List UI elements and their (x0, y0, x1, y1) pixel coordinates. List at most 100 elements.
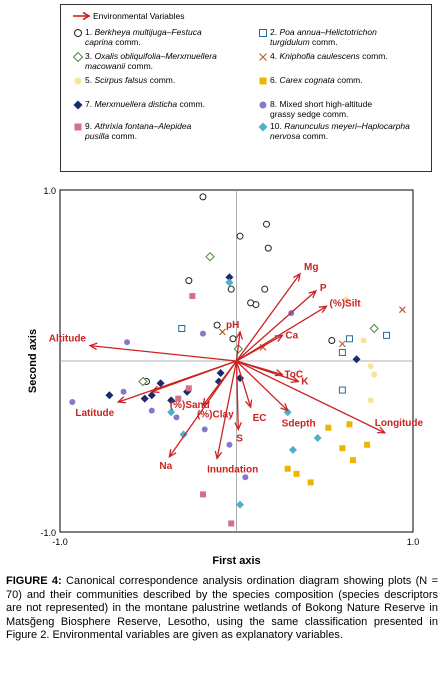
plot-point (236, 500, 245, 509)
legend-item-6: 6. Carex cognata comm. (256, 75, 363, 86)
plot-point (148, 407, 155, 414)
plot-point (338, 386, 346, 394)
plot-point (199, 330, 206, 337)
legend-item-label: 3. Oxalis obliquifolia–Merxmuellera maco… (85, 51, 217, 71)
plot-point (227, 285, 235, 293)
legend-item-10: 10. Ranunculus meyeri–Haplocarpha nervos… (256, 121, 410, 141)
legend-marker-icon (258, 122, 268, 132)
legend-item-label: 9. Athrixia fontana–Alepidea pusilla com… (85, 121, 191, 141)
legend-header: Environmental Variables (71, 11, 185, 21)
legend-item-suffix: comm. (147, 75, 176, 85)
legend-marker-icon (73, 52, 83, 62)
legend-marker-icon (259, 101, 267, 109)
legend-item-number: 8. (270, 99, 280, 109)
plot-point (229, 335, 237, 343)
env-vector (236, 360, 387, 434)
legend-marker (256, 75, 270, 86)
plot-point (199, 491, 206, 498)
env-vector-label: P (320, 283, 327, 294)
legend-item-number: 6. (270, 75, 280, 85)
plot-point (140, 394, 149, 403)
plot-point (349, 457, 356, 464)
legend-item-taxa: Athrixia fontana–Alepidea pusilla (85, 121, 192, 141)
legend-marker-icon (73, 100, 83, 110)
plot-point (105, 391, 114, 400)
plot-point (175, 395, 182, 402)
plot-point (367, 397, 374, 404)
plot-point (167, 396, 176, 405)
plot-point (120, 388, 127, 395)
plot-point (371, 371, 378, 378)
x-tick-label: 1.0 (407, 537, 420, 547)
legend-marker (71, 121, 85, 141)
plot-point (263, 220, 271, 228)
env-vector (168, 360, 238, 459)
env-vector-label: EC (253, 413, 267, 424)
env-vector-label: K (301, 377, 309, 388)
env-vector-label: ToC (284, 370, 303, 381)
env-vector (236, 360, 300, 383)
plot-point (360, 337, 367, 344)
y-tick-label: 1.0 (43, 186, 56, 196)
plot-point (313, 433, 322, 442)
plot-point (185, 277, 193, 285)
y-axis-label: Second axis (27, 329, 39, 393)
legend-item-label: 8. Mixed short high-altitude grassy sedg… (270, 99, 372, 119)
legend-arrow-icon (73, 11, 91, 21)
env-vector (235, 360, 253, 409)
legend-item-5: 5. Scirpus falsus comm. (71, 75, 175, 86)
plot-point (364, 441, 371, 448)
env-vector-label: Sdepth (282, 419, 316, 430)
legend-marker-icon (259, 53, 267, 61)
plot-point (345, 335, 353, 343)
legend-item-suffix: Mixed short high-altitude grassy sedge c… (270, 99, 373, 119)
env-vector (235, 330, 243, 362)
legend-marker-icon (74, 77, 82, 85)
plot-point (338, 348, 346, 356)
plot-point (352, 355, 361, 364)
plot-point (307, 479, 314, 486)
legend-item-number: 4. (270, 51, 280, 61)
legend-marker (71, 51, 85, 71)
env-vector-label: Latitude (75, 408, 114, 419)
plot-point (138, 376, 148, 387)
legend-marker (256, 51, 270, 62)
legend-item-number: 1. (85, 27, 95, 37)
legend-header-label: Environmental Variables (93, 11, 185, 21)
legend-item-taxa: Berkheya multijuga–Festuca caprina (85, 27, 202, 47)
legend-marker (256, 27, 270, 47)
legend-item-label: 4. Kniphofia caulescens comm. (270, 51, 388, 62)
plot-point (399, 306, 406, 314)
plot-point (283, 408, 292, 417)
plot-point (339, 340, 346, 348)
plot-point (325, 424, 332, 431)
env-vector (214, 360, 238, 461)
legend-item-label: 5. Scirpus falsus comm. (85, 75, 175, 86)
legend-marker (71, 27, 85, 47)
plot-point (216, 368, 225, 377)
plot-point (69, 399, 76, 406)
legend-item-taxa: Oxalis obliquifolia–Merxmuellera macowan… (85, 51, 217, 71)
legend-item-number: 9. (85, 121, 95, 131)
env-vector-label: Mg (304, 262, 318, 273)
legend-item-suffix: comm. (125, 61, 154, 71)
legend-item-7: 7. Merxmuellera disticha comm. (71, 99, 205, 110)
plot-point (156, 379, 165, 388)
legend-marker (71, 75, 85, 86)
plot-point (178, 325, 186, 333)
legend-item-9: 9. Athrixia fontana–Alepidea pusilla com… (71, 121, 191, 141)
plot-point (201, 426, 208, 433)
legend-marker (256, 99, 270, 119)
y-tick-label: -1.0 (40, 528, 56, 538)
plot-point (261, 285, 269, 293)
plot-point (124, 339, 131, 346)
plot-point (213, 321, 221, 329)
plot-point (284, 465, 291, 472)
plot-point (225, 273, 234, 282)
env-vector-label: pH (226, 320, 239, 331)
legend-item-suffix: comm. (112, 37, 141, 47)
legend-item-1: 1. Berkheya multijuga–Festuca caprina co… (71, 27, 202, 47)
env-vector-label: S (236, 433, 243, 444)
plot-point (367, 363, 374, 370)
plot-point (205, 251, 215, 262)
